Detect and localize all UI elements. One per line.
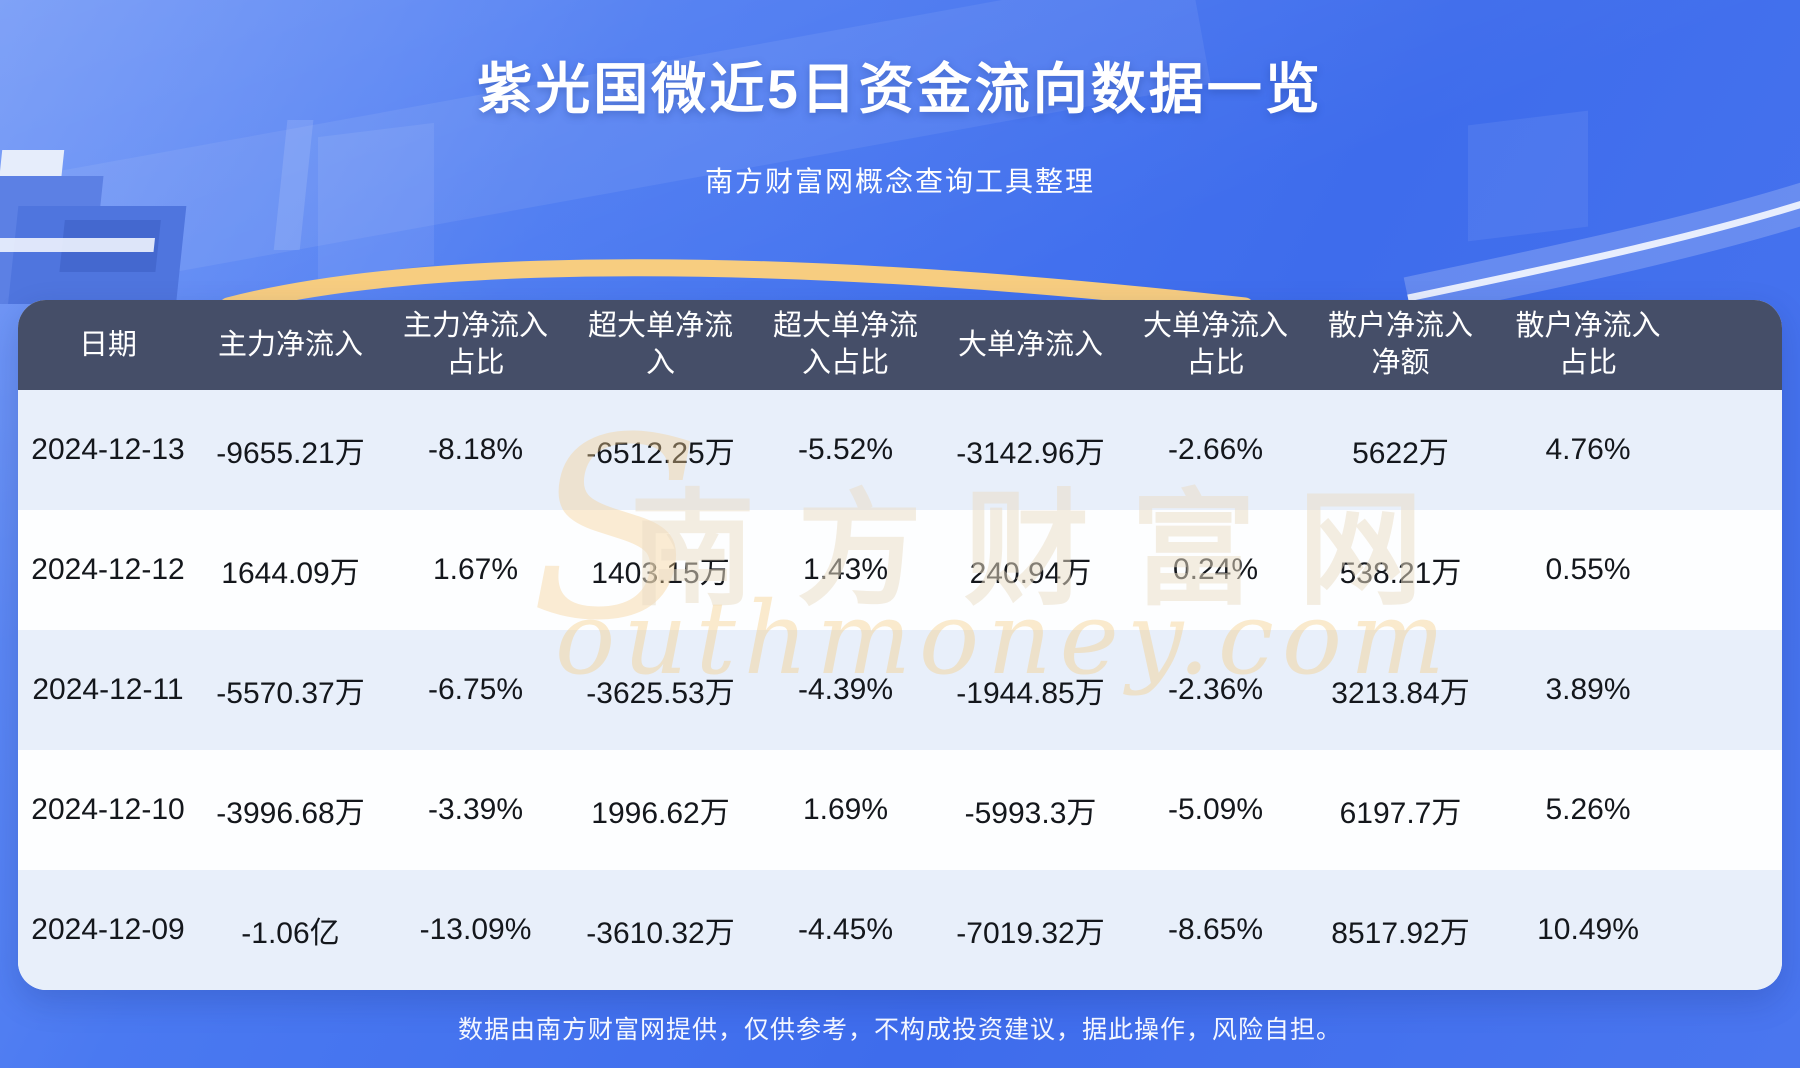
table-cell: 0.55%: [1545, 553, 1631, 586]
table-cell: 2024-12-10: [31, 793, 185, 826]
column-header: 大单净流入: [957, 328, 1103, 361]
column-header: 主力净流入 占比: [402, 310, 548, 379]
column-header: 散户净流入 占比: [1515, 310, 1661, 379]
table-row: 2024-12-10 -3996.68万 -3.39% 1996.62万 1.69% -5…: [18, 750, 1782, 870]
table-row: 2024-12-11 -5570.37万 -6.75% -3625.53万 -4.39%…: [18, 630, 1782, 750]
table-cell: -3610.32万: [586, 917, 735, 950]
table-row: 2024-12-13 -9655.21万 -8.18% -6512.25万 -5.52%…: [18, 390, 1782, 510]
table-row: 2024-12-09 -1.06亿 -13.09% -3610.32万 -4.45% -7…: [18, 870, 1782, 990]
table-row: 2024-12-12 1644.09万 1.67% 1403.15万 1.43% 240.…: [18, 510, 1782, 630]
table-cell: -6512.25万: [586, 437, 735, 470]
table-cell: -5.09%: [1167, 793, 1264, 826]
column-header: 散户净流入 净额: [1327, 310, 1473, 379]
glass-pane-decoration: [318, 122, 434, 280]
column-header: 日期: [78, 328, 137, 361]
table-cell: -3.39%: [427, 793, 524, 826]
table-cell: -13.09%: [419, 913, 532, 946]
table-header-row: 日期 主力净流入 主力净流入 占比 超大单净流 入超大单净流 入占比 大单净流入 大单净流…: [18, 300, 1782, 390]
column-header: 主力净流入: [217, 328, 363, 361]
table-cell: 538.21万: [1339, 557, 1462, 590]
column-header: 超大单净流 入: [587, 310, 733, 379]
table-cell: -2.36%: [1167, 673, 1264, 706]
table-cell: 1.67%: [432, 553, 519, 586]
table-cell: -3996.68万: [216, 797, 365, 830]
table-cell: -1.06亿: [241, 917, 340, 950]
table-cell: 5.26%: [1545, 793, 1631, 826]
table-cell: -4.39%: [797, 673, 894, 706]
table-cell: 1996.62万: [591, 797, 730, 830]
table-cell: 1644.09万: [221, 557, 360, 590]
table-cell: -9655.21万: [216, 437, 365, 470]
building-blocks-decoration: [0, 120, 314, 304]
table-cell: 240.94万: [969, 557, 1092, 590]
column-header: 大单净流入 占比: [1142, 310, 1288, 379]
white-swoosh-glow: [1403, 182, 1800, 319]
table-cell: 8517.92万: [1331, 917, 1470, 950]
table-cell: -7019.32万: [956, 917, 1105, 950]
table-cell: 10.49%: [1537, 913, 1639, 946]
table-cell: 0.24%: [1172, 553, 1259, 586]
table-cell: -2.66%: [1167, 433, 1264, 466]
table-cell: -5570.37万: [216, 677, 365, 710]
table-cell: -3142.96万: [956, 437, 1105, 470]
table-cell: 3.89%: [1545, 673, 1631, 706]
page-subtitle: 南方财富网概念查询工具整理: [704, 166, 1095, 197]
table-cell: -5993.3万: [964, 797, 1097, 830]
table-body: 2024-12-13 -9655.21万 -8.18% -6512.25万 -5.52%…: [18, 390, 1782, 990]
table-cell: 2024-12-11: [32, 673, 184, 706]
column-header: 超大单净流 入占比: [772, 310, 918, 379]
table-cell: 2024-12-13: [31, 433, 185, 466]
table-cell: -6.75%: [427, 673, 524, 706]
table-cell: 1.43%: [802, 553, 889, 586]
table-cell: 1403.15万: [591, 557, 730, 590]
table-cell: 5622万: [1352, 437, 1449, 470]
page-title: 紫光国微近5日资金流向数据一览: [477, 58, 1323, 120]
footer-disclaimer: 数据由南方财富网提供，仅供参考，不构成投资建议，据此操作，风险自担。: [457, 1016, 1342, 1044]
table-cell: -8.18%: [427, 433, 524, 466]
table-cell: -5.52%: [797, 433, 894, 466]
table-cell: 3213.84万: [1331, 677, 1470, 710]
table-cell: 1.69%: [802, 793, 889, 826]
table-cell: 4.76%: [1545, 433, 1631, 466]
table-cell: 2024-12-09: [31, 913, 185, 946]
table-cell: 6197.7万: [1339, 797, 1462, 830]
table-cell: -4.45%: [797, 913, 894, 946]
table-cell: 2024-12-12: [31, 553, 185, 586]
table-cell: -8.65%: [1167, 913, 1264, 946]
white-swoosh-line: [1407, 201, 1800, 302]
table-cell: -1944.85万: [956, 677, 1105, 710]
fund-flow-table: 日期 主力净流入 主力净流入 占比 超大单净流 入超大单净流 入占比 大单净流入 大单净流…: [18, 300, 1782, 990]
table-cell: -3625.53万: [586, 677, 735, 710]
